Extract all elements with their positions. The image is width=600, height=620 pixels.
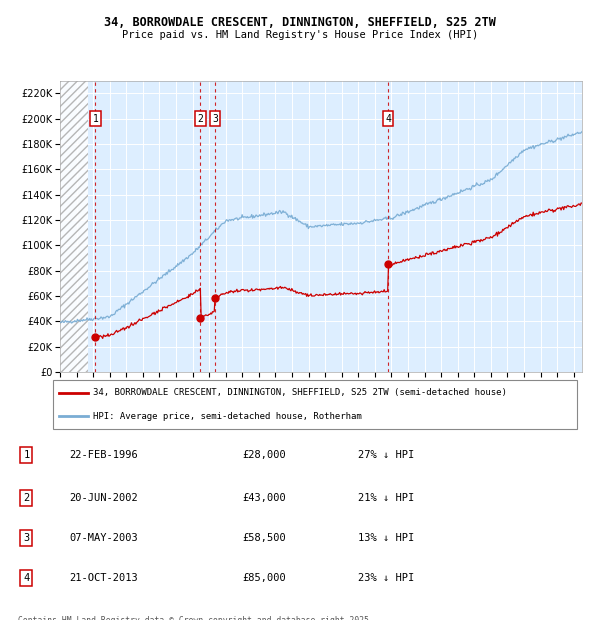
Text: 2: 2 [197,113,203,123]
Text: £58,500: £58,500 [242,533,286,543]
Text: 34, BORROWDALE CRESCENT, DINNINGTON, SHEFFIELD, S25 2TW (semi-detached house): 34, BORROWDALE CRESCENT, DINNINGTON, SHE… [94,389,507,397]
Text: Price paid vs. HM Land Registry's House Price Index (HPI): Price paid vs. HM Land Registry's House … [122,30,478,40]
Text: 1: 1 [23,450,29,460]
Text: 13% ↓ HPI: 13% ↓ HPI [358,533,414,543]
Text: 20-JUN-2002: 20-JUN-2002 [70,494,139,503]
Text: 4: 4 [23,573,29,583]
Text: £85,000: £85,000 [242,573,286,583]
Text: £43,000: £43,000 [242,494,286,503]
Text: 3: 3 [212,113,218,123]
Text: 21-OCT-2013: 21-OCT-2013 [70,573,139,583]
Text: 07-MAY-2003: 07-MAY-2003 [70,533,139,543]
Text: 27% ↓ HPI: 27% ↓ HPI [358,450,414,460]
Text: 23% ↓ HPI: 23% ↓ HPI [358,573,414,583]
Text: HPI: Average price, semi-detached house, Rotherham: HPI: Average price, semi-detached house,… [94,412,362,420]
Text: 1: 1 [92,113,98,123]
Text: 4: 4 [385,113,391,123]
Bar [60,81,88,372]
Text: 3: 3 [23,533,29,543]
Text: £28,000: £28,000 [242,450,286,460]
Text: Contains HM Land Registry data © Crown copyright and database right 2025.
This d: Contains HM Land Registry data © Crown c… [18,616,374,620]
Text: 22-FEB-1996: 22-FEB-1996 [70,450,139,460]
Text: 2: 2 [23,494,29,503]
FancyBboxPatch shape [53,380,577,429]
Text: 34, BORROWDALE CRESCENT, DINNINGTON, SHEFFIELD, S25 2TW: 34, BORROWDALE CRESCENT, DINNINGTON, SHE… [104,16,496,29]
Text: 21% ↓ HPI: 21% ↓ HPI [358,494,414,503]
